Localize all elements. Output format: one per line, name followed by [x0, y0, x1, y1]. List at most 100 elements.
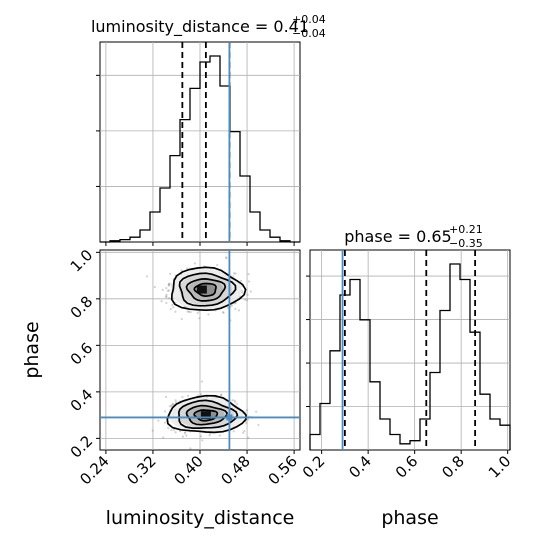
- phase-title: phase = 0.65: [344, 227, 451, 246]
- joint-sample-point: [201, 439, 204, 442]
- joint-sample-point: [186, 310, 189, 313]
- joint-sample-point: [160, 299, 163, 303]
- joint-sample-point: [162, 436, 165, 439]
- phase-histogram: [309, 263, 511, 450]
- joint-sample-point: [170, 428, 173, 432]
- joint-sample-point: [180, 317, 183, 321]
- joint-sample-point: [241, 291, 244, 294]
- ld-title-plus: +0.04: [292, 13, 326, 26]
- joint-sample-point: [193, 262, 196, 265]
- phase-marginal-panel: 0.2 0.4 0.6 0.8 1.0 phase = 0.65 +0.21 −0.35: [299, 223, 515, 482]
- joint-sample-point: [170, 403, 174, 406]
- ld-title-equals: =: [250, 17, 274, 36]
- joint-sample-point: [184, 431, 187, 434]
- joint-y-tick-labels: 0.2 0.4 0.6 0.8 1.0: [67, 246, 97, 462]
- joint-sample-point: [218, 434, 221, 437]
- joint-sample-point: [181, 435, 185, 438]
- joint-sample-point: [239, 280, 243, 283]
- ld-marginal-ticks: [96, 74, 295, 246]
- joint-truth-marker: [226, 414, 233, 421]
- joint-sample-point: [161, 288, 164, 291]
- joint-sample-point: [234, 272, 237, 275]
- joint-sample-point: [245, 421, 248, 424]
- phase-hist-step: [309, 263, 511, 450]
- joint-sample-point: [231, 399, 234, 402]
- joint-sample-point: [174, 310, 177, 313]
- joint-sample-point: [164, 295, 168, 298]
- joint-sample-point: [171, 402, 175, 406]
- joint-sample-point: [169, 307, 172, 310]
- phase-xtick-label-0: 0.2: [299, 452, 329, 482]
- joint-sample-point: [249, 290, 252, 293]
- joint-sample-point: [200, 380, 204, 383]
- joint-sample-point: [180, 269, 183, 272]
- joint-sample-point: [174, 399, 177, 402]
- joint-sample-point: [208, 434, 211, 437]
- joint-sample-point: [237, 309, 240, 312]
- joint-sample-point: [246, 293, 249, 296]
- x-axis-label-phase: phase: [381, 507, 438, 529]
- joint-sample-point: [183, 432, 187, 435]
- joint-peak-0: [200, 411, 211, 420]
- ld-title: luminosity_distance = 0.41: [91, 17, 309, 37]
- joint-sample-point: [199, 435, 203, 438]
- phase-marginal-frame: [309, 249, 511, 451]
- phase-title-name: phase: [344, 227, 392, 246]
- joint-sample-point: [186, 394, 190, 397]
- joint-sample-point: [172, 428, 176, 431]
- joint-contour-1-3: [193, 282, 217, 297]
- ld-title-name: luminosity_distance: [91, 17, 250, 37]
- joint-sample-point: [216, 263, 219, 267]
- joint-sample-point: [257, 423, 260, 427]
- joint-sample-point: [172, 306, 175, 309]
- joint-sample-point: [164, 395, 168, 398]
- joint-sample-point: [225, 256, 228, 259]
- joint-sample-point: [222, 311, 225, 315]
- joint-sample-point: [187, 310, 191, 313]
- joint-peak-1: [196, 285, 207, 294]
- joint-sample-point: [242, 431, 245, 434]
- joint-sample-point: [153, 285, 156, 289]
- joint-sample-point: [167, 296, 170, 300]
- joint-xtick-label-3: 0.48: [218, 452, 254, 488]
- joint-sample-point: [199, 393, 203, 396]
- joint-sample-point: [255, 410, 258, 413]
- joint-ytick-label-1: 0.4: [67, 385, 97, 415]
- ld-quantile-lines: [181, 42, 231, 242]
- ld-title-minus: −0.04: [292, 27, 326, 40]
- joint-sample-point: [235, 402, 239, 406]
- joint-sample-point: [168, 405, 172, 408]
- phase-title-equals: =: [393, 227, 417, 246]
- joint-sample-point: [225, 257, 228, 260]
- ld-marginal-panel: luminosity_distance = 0.41 +0.04 −0.04: [91, 13, 326, 246]
- joint-ytick-label-0: 0.2: [67, 432, 97, 462]
- joint-sample-point: [157, 419, 160, 422]
- joint-sample-point: [167, 284, 171, 287]
- joint-sample-point: [166, 289, 170, 292]
- joint-sample-point: [247, 280, 251, 283]
- joint-sample-point: [189, 447, 192, 450]
- joint-ytick-label-4: 1.0: [67, 246, 97, 276]
- phase-xtick-label-4: 1.0: [485, 452, 515, 482]
- joint-contour-1-2: [185, 278, 227, 302]
- joint-sample-point: [167, 427, 170, 430]
- y-axis-label-phase: phase: [21, 321, 43, 378]
- joint-sample-point: [219, 393, 223, 396]
- joint-sample-point: [168, 282, 171, 285]
- joint-sample-point: [165, 287, 168, 290]
- phase-x-tick-labels: 0.2 0.4 0.6 0.8 1.0: [299, 452, 515, 482]
- joint-sample-point: [234, 307, 237, 310]
- joint-sample-point: [247, 436, 250, 439]
- joint-contour-0-3: [193, 409, 219, 422]
- joint-sample-point: [170, 404, 173, 408]
- phase-xtick-label-1: 0.4: [345, 452, 375, 482]
- ld-hist-step: [100, 55, 300, 243]
- joint-sample-point: [151, 429, 154, 432]
- joint-panel: 0.24 0.32 0.40 0.48 0.56 0.20.40.60.81.0: [67, 246, 301, 488]
- joint-sample-point: [171, 303, 174, 307]
- joint-sample-point: [245, 299, 249, 302]
- joint-sample-point: [165, 296, 168, 299]
- joint-sample-point: [246, 409, 249, 412]
- joint-sample-point: [163, 410, 167, 413]
